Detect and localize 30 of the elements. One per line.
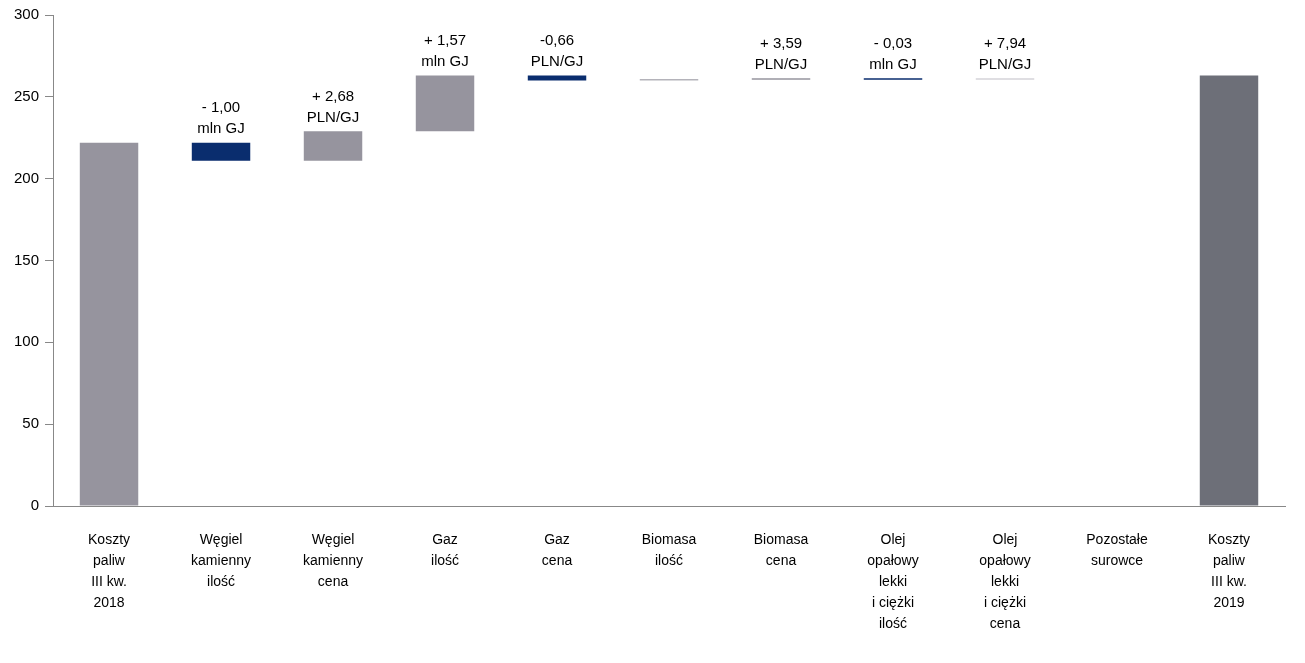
y-tick-label: 50 (22, 414, 40, 432)
x-tick-label: Gaz cena (541, 531, 573, 569)
annotation: + 1,57 mln GJ (421, 31, 469, 70)
annotation: - 1,00 mln GJ (197, 98, 245, 137)
bar (1199, 75, 1259, 506)
annotation: + 2,68 PLN/GJ (306, 86, 360, 125)
x-tick-label: Olej opałowy lekki i ciężki ilość (867, 531, 919, 632)
annotation: + 7,94 PLN/GJ (978, 34, 1032, 73)
annotation: + 3,59 PLN/GJ (754, 34, 808, 73)
x-tick-label: Biomasa cena (753, 531, 809, 569)
y-tick-label: 150 (14, 250, 40, 268)
x-tick-label: Pozostałe surowce (1086, 531, 1148, 569)
bar (303, 131, 363, 161)
annotation: - 0,03 mln GJ (869, 34, 917, 73)
x-tick-label: Koszty paliw III kw. 2018 (88, 531, 131, 611)
x-tick-label: Gaz ilość (431, 531, 460, 569)
x-tick-label: Węgiel kamienny cena (303, 531, 363, 590)
y-tick-label: 0 (30, 496, 40, 514)
y-tick-label: 250 (14, 86, 40, 104)
bar (191, 142, 251, 161)
x-tick-label: Koszty paliw III kw. 2019 (1207, 531, 1251, 611)
y-tick-label: 200 (14, 168, 40, 186)
bar (415, 75, 475, 132)
y-tick-label: 100 (14, 332, 40, 350)
x-tick-label: Olej opałowy lekki i ciężki cena (979, 531, 1031, 632)
x-tick-label: Węgiel kamienny ilość (191, 531, 251, 590)
y-tick-label: 300 (14, 5, 40, 23)
bar (79, 142, 139, 506)
x-tick-label: Biomasa ilość (641, 531, 697, 569)
annotation: -0,66 PLN/GJ (530, 31, 584, 70)
